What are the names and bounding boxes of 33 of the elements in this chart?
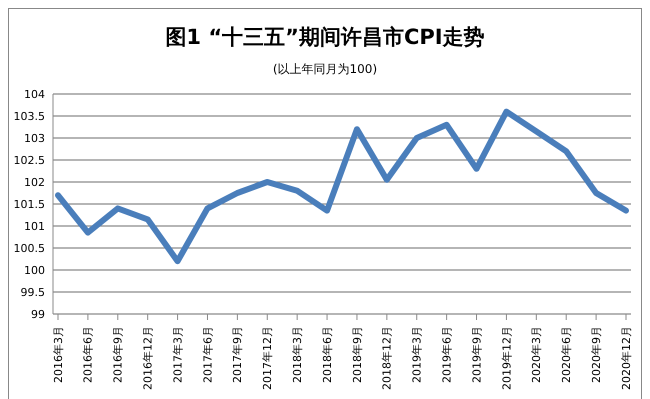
y-tick-label: 99 [31,308,45,321]
x-tick-label: 2019年6月 [440,326,454,383]
x-tick-label: 2018年3月 [291,326,304,383]
chart-subtitle: (以上年同月为100) [272,61,378,78]
x-tick-label: 2019年9月 [470,326,484,383]
x-tick-label: 2017年3月 [171,326,184,383]
x-tick-label: 2016年6月 [82,326,95,383]
x-tick-label: 2016年3月 [52,326,65,383]
y-tick-label: 100 [24,264,45,277]
chart-title: 图1 “十三五”期间许昌市CPI走势 [164,24,486,51]
y-tick-label: 103.5 [14,110,45,123]
y-tick-label: 100.5 [14,242,45,255]
x-tick-label: 2017年6月 [201,326,214,383]
x-tick-label: 2020年12月 [620,326,633,390]
x-tick-label: 2016年12月 [142,326,155,390]
x-tick-label: 2018年12月 [380,326,394,390]
x-tick-label: 2020年3月 [530,326,544,383]
y-tick-label: 102 [24,176,45,189]
y-tick-label: 101.5 [14,198,45,211]
x-tick-label: 2018年6月 [320,326,334,383]
y-tick-label: 99.5 [20,286,45,299]
y-tick-label: 104 [24,88,45,101]
x-tick-label: 2020年6月 [560,326,574,383]
y-tick-label: 103 [24,132,45,145]
y-tick-label: 101 [24,220,45,233]
x-tick-label: 2017年9月 [231,326,244,383]
x-tick-label: 2016年9月 [112,326,125,383]
x-tick-label: 2019年12月 [500,326,514,390]
y-tick-label: 102.5 [14,154,45,167]
x-tick-label: 2020年9月 [590,326,603,383]
x-tick-label: 2017年12月 [261,326,274,390]
x-tick-label: 2018年9月 [350,326,364,383]
x-tick-label: 2019年3月 [410,326,424,383]
